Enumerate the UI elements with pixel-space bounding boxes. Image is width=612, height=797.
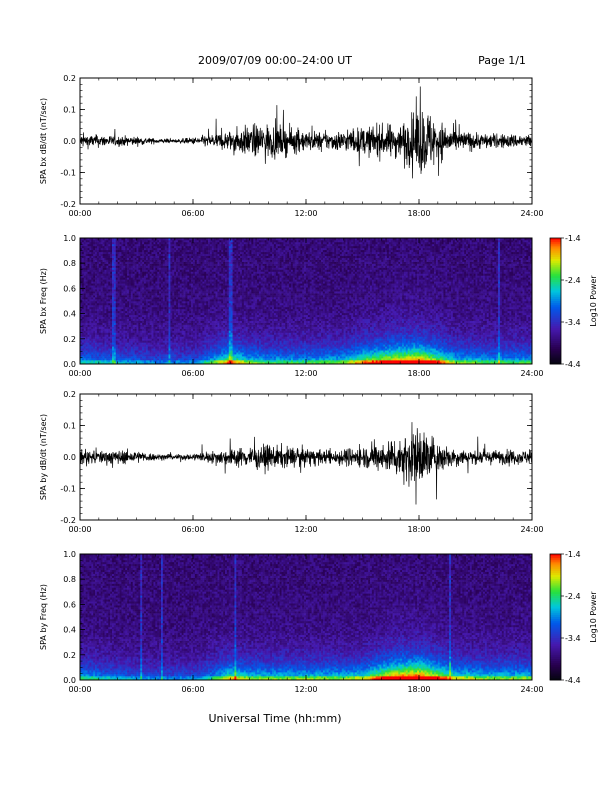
- spectrogram-cells: [80, 238, 532, 364]
- y-tick-label: 0.0: [63, 360, 76, 369]
- x-tick-label: 12:00: [294, 209, 317, 218]
- y-tick-label: -0.1: [60, 485, 76, 494]
- waveform-line: [80, 422, 532, 504]
- y-tick-label: 0.4: [63, 310, 76, 319]
- y-tick-label: -0.2: [60, 200, 76, 209]
- x-tick-label: 18:00: [407, 685, 430, 694]
- colorbar-tick-label: -2.4: [565, 592, 581, 601]
- x-tick-label: 12:00: [294, 525, 317, 534]
- x-tick-label: 18:00: [407, 525, 430, 534]
- y-tick-label: 0.8: [63, 575, 76, 584]
- colorbar-tick-label: -1.4: [565, 550, 581, 559]
- y-tick-label: 0.4: [63, 626, 76, 635]
- x-tick-label: 12:00: [294, 685, 317, 694]
- page-indicator: Page 1/1: [478, 54, 526, 67]
- y-tick-label: 1.0: [63, 550, 76, 559]
- x-tick-label: 18:00: [407, 209, 430, 218]
- colorbar-tick-label: -1.4: [565, 234, 581, 243]
- spectrogram-cells: [80, 554, 532, 680]
- x-tick-label: 00:00: [68, 369, 91, 378]
- x-tick-label: 18:00: [407, 369, 430, 378]
- x-tick-label: 06:00: [181, 369, 204, 378]
- y-tick-label: 0.6: [63, 600, 76, 609]
- colorbar-tick-label: -4.4: [565, 676, 581, 685]
- y-tick-label: 0.2: [63, 74, 76, 83]
- colorbar-label: Log10 Power: [589, 275, 598, 327]
- y-tick-label: -0.1: [60, 169, 76, 178]
- y-tick-label: 0.1: [63, 106, 76, 115]
- x-tick-label: 24:00: [520, 369, 543, 378]
- y-tick-label: 0.2: [63, 390, 76, 399]
- x-tick-label: 12:00: [294, 369, 317, 378]
- y-tick-label: 0.0: [63, 453, 76, 462]
- colorbar: -1.4 -2.4 -3.4 -4.4 Log10 Power: [550, 550, 598, 685]
- y-axis-label: SPA bx Freq (Hz): [39, 268, 48, 334]
- waveform-line: [80, 87, 532, 179]
- y-tick-label: 0.2: [63, 335, 76, 344]
- y-tick-label: 0.8: [63, 259, 76, 268]
- colorbar-label: Log10 Power: [589, 591, 598, 643]
- x-tick-label: 24:00: [520, 685, 543, 694]
- y-tick-label: 0.1: [63, 422, 76, 431]
- x-tick-label: 24:00: [520, 209, 543, 218]
- figure-title: 2009/07/09 00:00–24:00 UT: [198, 54, 352, 67]
- colorbar-tick-label: -2.4: [565, 276, 581, 285]
- y-tick-label: 0.2: [63, 651, 76, 660]
- y-tick-label: 0.0: [63, 676, 76, 685]
- x-tick-label: 06:00: [181, 525, 204, 534]
- waveform-series: [80, 87, 532, 179]
- colorbar-tick-label: -3.4: [565, 634, 581, 643]
- x-tick-label: 00:00: [68, 525, 91, 534]
- x-tick-label: 06:00: [181, 209, 204, 218]
- x-tick-label: 24:00: [520, 525, 543, 534]
- x-tick-label: 06:00: [181, 685, 204, 694]
- colorbar-tick-label: -4.4: [565, 360, 581, 369]
- y-tick-label: 0.6: [63, 284, 76, 293]
- y-tick-label: 1.0: [63, 234, 76, 243]
- y-tick-label: -0.2: [60, 516, 76, 525]
- x-axis-label: Universal Time (hh:mm): [209, 712, 342, 725]
- x-tick-label: 00:00: [68, 685, 91, 694]
- y-axis-label: SPA by dB/dt (nT/sec): [39, 414, 48, 500]
- waveform-series: [80, 422, 532, 504]
- x-tick-label: 00:00: [68, 209, 91, 218]
- y-tick-label: 0.0: [63, 137, 76, 146]
- colorbar-tick-label: -3.4: [565, 318, 581, 327]
- colorbar: -1.4 -2.4 -3.4 -4.4 Log10 Power: [550, 234, 598, 369]
- y-axis-label: SPA bx dB/dt (nT/sec): [39, 98, 48, 184]
- y-axis-label: SPA by Freq (Hz): [39, 584, 48, 650]
